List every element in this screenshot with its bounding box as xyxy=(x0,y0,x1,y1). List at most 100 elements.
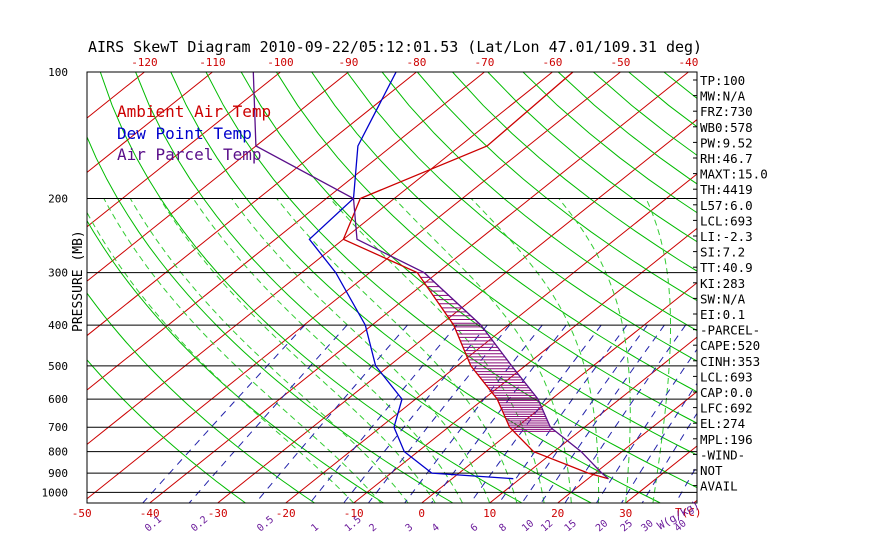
pressure-tick-label: 100 xyxy=(48,66,68,79)
stability-index-item: EL:274 xyxy=(700,416,745,431)
legend-ambient-air-temp: Ambient Air Temp xyxy=(117,102,271,121)
stability-index-item: LCL:693 xyxy=(700,213,753,228)
legend-dew-point-temp: Dew Point Temp xyxy=(117,124,252,143)
mixing-ratio-tick-label: 8 xyxy=(497,522,509,534)
pressure-lines xyxy=(87,198,697,493)
stability-index-item: -WIND- xyxy=(700,447,745,462)
stability-index-item: TT:40.9 xyxy=(700,260,753,275)
bottom-temp-tick-labels: -50 -40 -30 -20 -10 0 10 20 30 xyxy=(72,507,633,520)
bottom-temp-tick-label: 0 xyxy=(418,507,425,520)
mixing-ratio-tick-label: 3 xyxy=(404,522,416,534)
pressure-tick-label: 1000 xyxy=(42,486,69,499)
stability-indices-panel: TP:100MW:N/AFRZ:730WB0:578PW:9.52RH:46.7… xyxy=(693,73,768,494)
moist-adiabat-lines xyxy=(87,198,671,503)
profile-series xyxy=(252,72,609,480)
ambient-air-temp-line xyxy=(342,72,609,480)
isotherm-line xyxy=(489,336,697,503)
isotherm-line xyxy=(87,72,621,500)
mixing-ratio-tick-label: 4 xyxy=(430,522,442,534)
pressure-tick-label: 800 xyxy=(48,446,68,459)
dew-point-temp-line xyxy=(308,72,514,480)
moist-adiabat-line xyxy=(231,198,491,503)
bottom-temp-tick-label: -10 xyxy=(344,507,364,520)
stability-index-item: MW:N/A xyxy=(700,89,746,104)
plot-frame xyxy=(86,71,698,504)
stability-index-item: AVAIL xyxy=(700,479,738,494)
bottom-temp-tick-label: 10 xyxy=(483,507,496,520)
isotherm-line xyxy=(87,72,281,228)
stability-index-item: TP:100 xyxy=(700,73,745,88)
pressure-tick-label: 900 xyxy=(48,467,68,480)
isotherm-line xyxy=(353,227,697,503)
isotherm-line xyxy=(87,72,349,282)
stability-index-item: LCL:693 xyxy=(700,369,753,384)
bottom-temp-tick-label: -50 xyxy=(72,507,92,520)
mixing-ratio-line xyxy=(521,324,648,503)
bottom-temp-tick-label: 20 xyxy=(551,507,564,520)
pressure-tick-label: 600 xyxy=(48,393,68,406)
stability-index-item: WB0:578 xyxy=(700,120,753,135)
bottom-temp-tick-label: -40 xyxy=(140,507,160,520)
isotherm-line xyxy=(87,72,485,391)
mixing-ratio-line xyxy=(596,348,697,503)
stability-index-item: PW:9.52 xyxy=(700,135,753,150)
dry-adiabat-line xyxy=(734,72,870,503)
top-temp-tick-label: -100 xyxy=(267,56,294,69)
stability-index-item: CAP:0.0 xyxy=(700,385,753,400)
stability-index-item: LI:-2.3 xyxy=(700,229,753,244)
stability-index-item: RH:46.7 xyxy=(700,151,753,166)
stability-index-item: LFC:692 xyxy=(700,401,753,416)
mixing-ratio-line xyxy=(309,324,458,503)
mixing-ratio-line xyxy=(430,324,567,503)
dry-adiabat-line xyxy=(416,72,697,302)
top-temp-tick-label: -50 xyxy=(611,56,631,69)
pressure-tick-label: 500 xyxy=(48,360,68,373)
bottom-temp-tick-label: 30 xyxy=(619,507,632,520)
mixing-ratio-tick-label: 0.5 xyxy=(255,514,276,534)
mixing-ratio-line xyxy=(469,324,602,503)
isotherm-line xyxy=(87,72,553,446)
legend-air-parcel-temp: Air Parcel Temp xyxy=(117,145,262,164)
pressure-tick-label: 200 xyxy=(48,193,68,206)
top-temp-tick-labels: -120 -110 -100 -90 -80 -70 -60 -50 -40 xyxy=(131,56,698,69)
mixing-ratio-tick-label: 12 xyxy=(539,518,555,534)
stability-index-item: EI:0.1 xyxy=(700,307,745,322)
stability-index-item: -PARCEL- xyxy=(700,323,760,338)
isotherm-line xyxy=(557,390,697,503)
stability-index-item: L57:6.0 xyxy=(700,198,753,213)
mixing-ratio-tick-label: 6 xyxy=(469,522,481,534)
stability-index-item: NOT xyxy=(700,463,723,478)
isotherm-line xyxy=(0,72,8,503)
isotherm-line xyxy=(421,282,697,503)
dry-adiabat-line xyxy=(311,72,697,393)
isotherm-line xyxy=(87,72,213,174)
mixing-ratio-line xyxy=(142,324,306,503)
moist-adiabat-line xyxy=(645,198,671,503)
top-temp-tick-label: -120 xyxy=(131,56,158,69)
stability-index-item: MPL:196 xyxy=(700,432,753,447)
top-temp-tick-label: -80 xyxy=(407,56,427,69)
top-temp-tick-label: -60 xyxy=(543,56,563,69)
dry-adiabat-line xyxy=(346,72,697,362)
pressure-tick-label: 300 xyxy=(48,267,68,280)
bottom-temp-tick-label: -30 xyxy=(208,507,228,520)
mixing-ratio-lines xyxy=(142,324,697,503)
mixing-ratio-line xyxy=(675,464,697,503)
isotherm-line xyxy=(0,72,76,503)
pressure-tick-label: 400 xyxy=(48,319,68,332)
chart-title: AIRS SkewT Diagram 2010-09-22/05:12:01.5… xyxy=(88,38,702,56)
mixing-ratio-line xyxy=(641,412,697,503)
moist-adiabat-line xyxy=(558,198,631,503)
dry-adiabat-line xyxy=(275,72,697,424)
mixing-ratio-tick-label: 25 xyxy=(619,518,635,534)
pressure-tick-labels: 100 200 300 400 500 600 700 800 900 1000 xyxy=(42,66,69,499)
dry-adiabat-line xyxy=(487,72,697,243)
mixing-ratio-tick-label: 1 xyxy=(309,522,321,534)
bottom-temp-tick-label: -20 xyxy=(276,507,296,520)
dry-adiabat-line xyxy=(452,72,697,272)
stability-index-item: FRZ:730 xyxy=(700,104,753,119)
moist-adiabat-line xyxy=(329,198,545,503)
cape-hatch-area xyxy=(417,272,556,432)
stability-index-item: SW:N/A xyxy=(700,291,746,306)
